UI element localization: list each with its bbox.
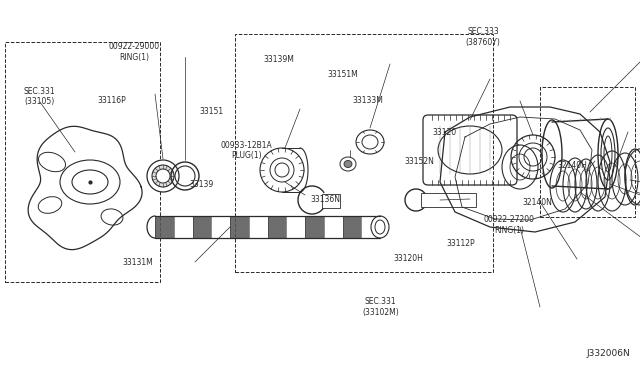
- Bar: [5, 42, 160, 282]
- Bar: [193, 216, 211, 238]
- Bar: [235, 34, 493, 272]
- Bar: [155, 216, 173, 238]
- Text: 33136N: 33136N: [310, 195, 340, 203]
- Bar: [230, 216, 249, 238]
- Text: 33120: 33120: [433, 128, 457, 137]
- Text: 00922-29000
RING(1): 00922-29000 RING(1): [109, 42, 160, 62]
- Ellipse shape: [152, 165, 174, 187]
- Bar: [305, 216, 324, 238]
- Text: 33120H: 33120H: [394, 254, 423, 263]
- Bar: [322, 194, 340, 208]
- Ellipse shape: [344, 160, 352, 167]
- Bar: [421, 193, 476, 207]
- Text: 00922-27200
RING(1): 00922-27200 RING(1): [483, 215, 534, 235]
- Text: 33112P: 33112P: [447, 239, 475, 248]
- Text: SEC.331
(33105): SEC.331 (33105): [24, 87, 56, 106]
- Text: 33151: 33151: [199, 107, 223, 116]
- Text: 33116P: 33116P: [98, 96, 126, 105]
- Bar: [268, 216, 286, 238]
- Text: 33152N: 33152N: [404, 157, 434, 166]
- Text: 32140H: 32140H: [558, 161, 588, 170]
- Ellipse shape: [156, 169, 170, 183]
- Text: 33133M: 33133M: [353, 96, 383, 105]
- Ellipse shape: [147, 160, 179, 192]
- Text: 33131M: 33131M: [122, 258, 153, 267]
- Bar: [342, 216, 361, 238]
- Text: J332006N: J332006N: [586, 350, 630, 359]
- Text: SEC.331
(33102M): SEC.331 (33102M): [362, 297, 399, 317]
- Bar: [540, 87, 635, 217]
- Text: 32140N: 32140N: [523, 198, 552, 207]
- Text: 33139: 33139: [189, 180, 214, 189]
- Text: 33139M: 33139M: [263, 55, 294, 64]
- Text: SEC.333
(38760Y): SEC.333 (38760Y): [466, 28, 500, 47]
- Text: 33151M: 33151M: [327, 70, 358, 79]
- Text: 00933-12B1A
PLUG(1): 00933-12B1A PLUG(1): [221, 141, 272, 160]
